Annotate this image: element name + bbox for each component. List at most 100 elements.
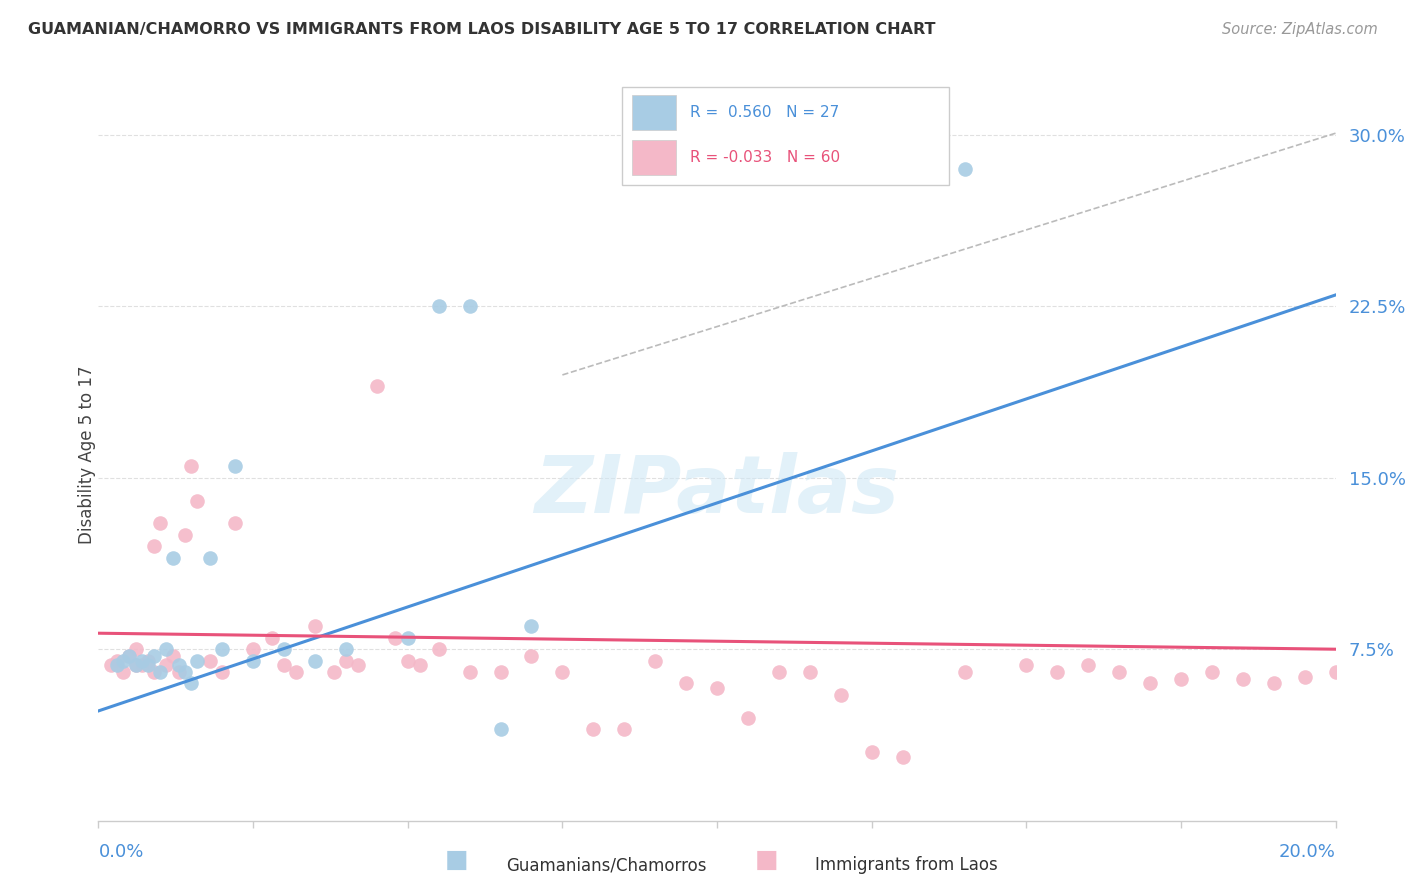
Point — [174, 665, 197, 679]
Point — [1015, 658, 1038, 673]
FancyBboxPatch shape — [621, 87, 949, 186]
Point — [124, 658, 146, 673]
Point — [396, 654, 419, 668]
Point — [167, 665, 190, 679]
Point — [675, 676, 697, 690]
Point — [100, 658, 122, 673]
Point — [180, 459, 202, 474]
Point — [285, 665, 308, 679]
Point — [582, 723, 605, 737]
Point — [224, 459, 246, 474]
Point — [1294, 670, 1316, 684]
FancyBboxPatch shape — [633, 95, 676, 130]
Point — [1232, 672, 1254, 686]
Point — [155, 658, 177, 673]
Point — [953, 665, 976, 679]
Point — [768, 665, 790, 679]
Point — [891, 749, 914, 764]
Point — [143, 539, 166, 553]
Point — [427, 299, 450, 313]
Point — [124, 642, 146, 657]
Point — [366, 379, 388, 393]
Point — [706, 681, 728, 695]
Point — [149, 665, 172, 679]
Point — [186, 654, 208, 668]
Point — [304, 619, 326, 633]
Text: Source: ZipAtlas.com: Source: ZipAtlas.com — [1222, 22, 1378, 37]
Point — [186, 493, 208, 508]
Point — [242, 654, 264, 668]
Point — [644, 654, 666, 668]
Point — [304, 654, 326, 668]
Point — [167, 658, 190, 673]
Y-axis label: Disability Age 5 to 17: Disability Age 5 to 17 — [79, 366, 96, 544]
Text: ■: ■ — [755, 847, 778, 871]
Point — [335, 642, 357, 657]
Point — [489, 723, 512, 737]
Text: Immigrants from Laos: Immigrants from Laos — [815, 856, 998, 874]
Point — [112, 665, 135, 679]
Text: GUAMANIAN/CHAMORRO VS IMMIGRANTS FROM LAOS DISABILITY AGE 5 TO 17 CORRELATION CH: GUAMANIAN/CHAMORRO VS IMMIGRANTS FROM LA… — [28, 22, 935, 37]
Text: R = -0.033   N = 60: R = -0.033 N = 60 — [689, 150, 839, 165]
Point — [737, 711, 759, 725]
Point — [174, 528, 197, 542]
Point — [384, 631, 406, 645]
Point — [347, 658, 370, 673]
Point — [551, 665, 574, 679]
Point — [149, 516, 172, 531]
Point — [162, 550, 184, 565]
Point — [143, 665, 166, 679]
Point — [211, 665, 233, 679]
Point — [131, 658, 153, 673]
Point — [860, 745, 883, 759]
Point — [162, 649, 184, 664]
Point — [1139, 676, 1161, 690]
Point — [118, 649, 141, 664]
Point — [136, 658, 159, 673]
Point — [409, 658, 432, 673]
Text: ZIPatlas: ZIPatlas — [534, 452, 900, 531]
Point — [953, 162, 976, 177]
FancyBboxPatch shape — [633, 140, 676, 175]
Point — [155, 642, 177, 657]
Point — [520, 619, 543, 633]
Point — [180, 676, 202, 690]
Point — [335, 654, 357, 668]
Point — [1077, 658, 1099, 673]
Point — [273, 642, 295, 657]
Point — [143, 649, 166, 664]
Point — [136, 654, 159, 668]
Point — [118, 649, 141, 664]
Point — [396, 631, 419, 645]
Point — [131, 654, 153, 668]
Point — [1170, 672, 1192, 686]
Point — [520, 649, 543, 664]
Point — [211, 642, 233, 657]
Point — [242, 642, 264, 657]
Point — [799, 665, 821, 679]
Point — [1108, 665, 1130, 679]
Point — [322, 665, 344, 679]
Point — [198, 550, 221, 565]
Point — [613, 723, 636, 737]
Text: R =  0.560   N = 27: R = 0.560 N = 27 — [689, 105, 839, 120]
Text: 0.0%: 0.0% — [98, 843, 143, 861]
Point — [105, 658, 128, 673]
Text: Guamanians/Chamorros: Guamanians/Chamorros — [506, 856, 707, 874]
Point — [224, 516, 246, 531]
Point — [124, 658, 146, 673]
Point — [427, 642, 450, 657]
Point — [1046, 665, 1069, 679]
Point — [830, 688, 852, 702]
Point — [260, 631, 283, 645]
Point — [273, 658, 295, 673]
Text: ■: ■ — [446, 847, 468, 871]
Text: 20.0%: 20.0% — [1279, 843, 1336, 861]
Point — [198, 654, 221, 668]
Point — [1263, 676, 1285, 690]
Point — [458, 299, 481, 313]
Point — [1201, 665, 1223, 679]
Point — [489, 665, 512, 679]
Point — [1324, 665, 1347, 679]
Point — [105, 654, 128, 668]
